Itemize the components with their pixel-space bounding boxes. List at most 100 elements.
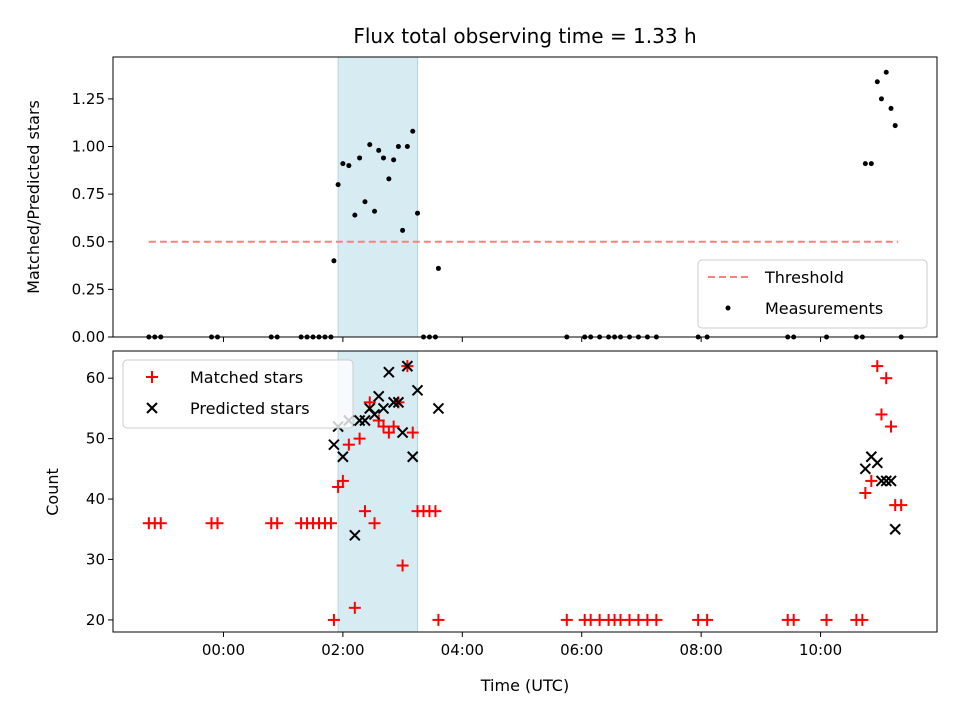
legend-matched-label: Matched stars	[190, 368, 303, 387]
chart-title: Flux total observing time = 1.33 h	[353, 24, 696, 48]
matched-stars-point	[342, 438, 355, 451]
ratio-x-ticks	[222, 337, 822, 342]
y-tick-label: 40	[86, 490, 105, 508]
predicted-stars-point	[875, 475, 888, 487]
legend-predicted-swatch	[146, 402, 158, 414]
count-legend-box	[122, 359, 354, 429]
predicted-stars-point	[359, 414, 371, 427]
predicted-stars-point	[368, 408, 381, 421]
predicted-stars-point	[407, 451, 419, 463]
x-tick-label: 02:00	[321, 641, 364, 659]
matched-stars-point	[271, 517, 284, 530]
matched-stars-point	[377, 420, 390, 433]
measurements-point	[868, 161, 874, 167]
measurements-point	[883, 69, 889, 75]
legend-measurements-swatch	[725, 305, 731, 311]
ratio-legend: Threshold Measurements	[697, 259, 928, 329]
y-tick-label: 0.25	[72, 280, 105, 298]
y-tick-label: 20	[86, 611, 105, 629]
predicted-stars-point	[889, 523, 901, 535]
predicted-stars-point	[383, 366, 395, 378]
matched-stars-point	[211, 517, 224, 530]
ratio-y-axis: 0.00 0.25 0.50 0.75 1.00 1.25	[72, 90, 113, 346]
measurements-point	[415, 210, 421, 216]
observing-window-span	[337, 56, 419, 338]
measurements-point	[376, 147, 382, 153]
measurements-point	[346, 163, 352, 169]
matched-stars-point	[885, 420, 898, 433]
predicted-stars-point	[401, 360, 414, 372]
ratio-series	[146, 69, 904, 340]
y-tick-label: 1.25	[72, 90, 105, 108]
count-legend: Matched stars Predicted stars	[122, 359, 354, 429]
matched-stars-point	[406, 426, 419, 439]
matched-stars-point	[396, 559, 409, 572]
matched-stars-point	[787, 613, 800, 626]
ratio-legend-box	[697, 259, 928, 329]
measurements-point	[357, 155, 363, 161]
matched-stars-point	[865, 474, 878, 487]
matched-stars-point	[429, 505, 442, 518]
measurements-point	[888, 105, 894, 111]
matched-stars-point	[820, 613, 833, 626]
predicted-stars-point	[392, 396, 405, 409]
matched-stars-point	[336, 474, 349, 487]
measurements-point	[395, 144, 401, 150]
matched-stars-point	[353, 432, 366, 445]
matched-stars-point	[382, 426, 395, 439]
y-tick-label: 0.75	[72, 185, 105, 203]
measurements-point	[367, 142, 373, 148]
matched-stars-point	[871, 360, 884, 373]
predicted-stars-point	[373, 390, 385, 403]
predicted-stars-point	[432, 402, 445, 415]
matched-stars-point	[875, 408, 888, 421]
legend-threshold-label: Threshold	[764, 268, 844, 287]
predicted-stars-point	[859, 463, 872, 475]
highlight-span-rect	[337, 56, 419, 338]
matched-stars-point	[368, 517, 381, 530]
y-tick-label: 60	[86, 369, 105, 387]
matched-stars-point	[560, 613, 573, 626]
measurements-point	[362, 199, 368, 205]
legend-matched-swatch	[146, 371, 158, 383]
x-tick-label: 04:00	[441, 641, 484, 659]
measurements-point	[391, 157, 397, 163]
count-panel: 20 30 40 50 60 00:00 02:00 04:00 06:00 08:00 10:0…	[43, 350, 938, 695]
measurements-point	[335, 182, 341, 188]
x-tick-label: 00:00	[202, 641, 245, 659]
measurements-point	[878, 96, 884, 102]
measurements-point	[862, 161, 868, 167]
matched-stars-point	[358, 505, 371, 518]
y-tick-label: 1.00	[72, 138, 105, 156]
matched-stars-point	[701, 613, 714, 626]
count-y-axis-label: Count	[43, 468, 62, 516]
measurements-point	[380, 155, 386, 161]
measurements-point	[340, 161, 346, 167]
matched-stars-point	[348, 601, 361, 614]
measurements-point	[331, 258, 337, 264]
legend-predicted-label: Predicted stars	[190, 399, 310, 418]
y-tick-label: 30	[86, 550, 105, 568]
count-x-axis: 00:00 02:00 04:00 06:00 08:00 10:00	[202, 632, 842, 659]
ratio-y-axis-label: Matched/Predicted stars	[24, 100, 43, 294]
x-tick-label: 10:00	[799, 641, 842, 659]
measurements-point	[372, 208, 378, 214]
predicted-stars-point	[885, 475, 897, 487]
measurements-point	[410, 128, 416, 134]
matched-stars-point	[332, 480, 345, 493]
x-tick-label: 08:00	[680, 641, 723, 659]
matched-stars-point	[327, 613, 340, 626]
matched-stars-point	[880, 372, 893, 385]
predicted-stars-point	[328, 438, 340, 451]
count-panel-frame	[112, 350, 938, 633]
count-y-axis: 20 30 40 50 60	[86, 369, 113, 629]
measurements-point	[400, 227, 406, 233]
matched-stars-point	[324, 517, 337, 530]
predicted-stars-point	[349, 529, 361, 542]
ratio-panel: 0.00 0.25 0.50 0.75 1.00 1.25 Matched/Predict…	[24, 56, 938, 346]
y-tick-label: 50	[86, 430, 105, 448]
measurements-point	[386, 176, 392, 182]
y-tick-label: 0.50	[72, 233, 105, 251]
measurements-point	[435, 265, 441, 271]
